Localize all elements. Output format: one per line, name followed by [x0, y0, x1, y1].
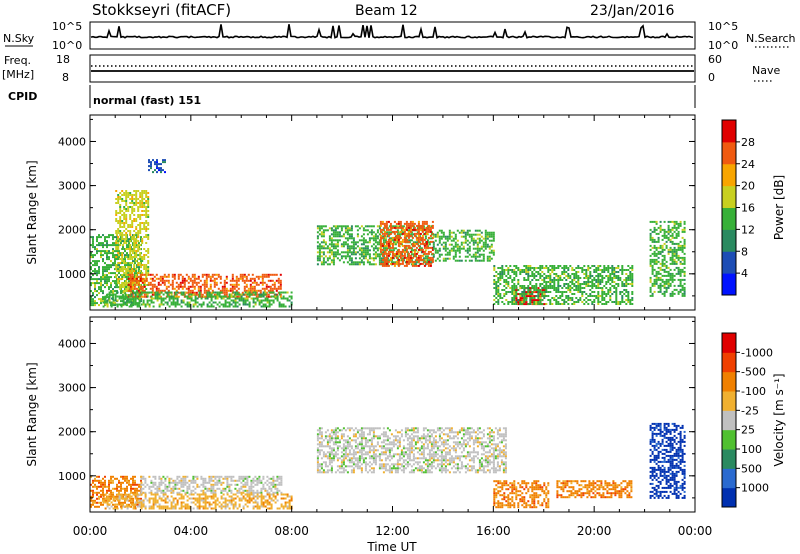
colorbar-tick-label: 24 — [741, 158, 755, 171]
date-title: 23/Jan/2016 — [590, 3, 675, 19]
nsky-label: N.Sky — [3, 32, 35, 45]
cpid-label: CPID — [8, 90, 37, 103]
colorbar-swatch — [722, 163, 736, 187]
colorbar-tick-label: 4 — [741, 267, 748, 280]
data-region — [316, 427, 507, 474]
colorbar-tick-label: 1000 — [741, 482, 769, 495]
station-title: Stokkseyri (fitACF) — [92, 1, 231, 19]
colorbar-tick-label: 16 — [741, 202, 755, 215]
colorbar-tick-label: 500 — [741, 462, 762, 475]
data-region — [432, 229, 495, 262]
data-region — [649, 220, 686, 297]
beam-title: Beam 12 — [355, 3, 418, 19]
colorbar-tick-label: 20 — [741, 180, 755, 193]
data-region — [115, 190, 150, 292]
colorbar-label: Power [dB] — [772, 175, 786, 240]
y-tick-label: 3000 — [58, 382, 86, 395]
colorbar-swatch — [722, 410, 736, 431]
colorbar-frame — [721, 332, 737, 508]
y-tick-label: 1000 — [58, 268, 86, 281]
data-region — [493, 480, 550, 509]
time-axis-label: Time UT — [366, 540, 417, 554]
freq-label-line1: Freq. — [4, 54, 31, 67]
colorbar-swatch — [722, 207, 736, 230]
nsky-tick-top-right: 10^5 — [708, 20, 738, 33]
colorbar-tick-label: -100 — [741, 385, 766, 398]
data-region — [493, 265, 634, 305]
colorbar-tick-label: -1000 — [741, 346, 773, 359]
colorbar-swatch — [722, 333, 736, 353]
data-region — [127, 273, 282, 298]
colorbar-tick-label: 100 — [741, 443, 762, 456]
colorbar-swatch — [722, 352, 736, 373]
freq-tick-bottom-left: 8 — [62, 71, 69, 84]
colorbar-swatch — [722, 141, 736, 165]
time-tick-label: 00:00 — [73, 524, 108, 538]
colorbar-swatch — [722, 120, 736, 143]
data-region — [102, 291, 293, 308]
y-tick-label: 1000 — [58, 470, 86, 483]
y-tick-label: 3000 — [58, 180, 86, 193]
y-tick-label: 2000 — [58, 224, 86, 237]
nsky-frame — [89, 21, 696, 50]
colorbar-swatch — [722, 251, 736, 274]
data-region — [148, 159, 166, 174]
colorbar-label: Velocity [m s⁻¹] — [772, 373, 786, 466]
freq-label-line2: [MHz] — [2, 68, 34, 81]
nsky-panel: N.Sky 10^5 10^0 10^5 10^0 N.Search — [3, 20, 796, 52]
cpid-text: normal (fast) 151 — [93, 94, 201, 107]
colorbar-swatch — [722, 185, 736, 208]
freq-panel: Freq. [MHz] 18 8 60 0 Nave — [2, 53, 780, 84]
colorbar-swatch — [722, 487, 736, 508]
colorbar-swatch — [722, 229, 736, 252]
power-panel: 1000 2000 3000 4000 Slant Range [km] 4 8 12 16 20… — [25, 114, 786, 311]
colorbar: 4 8 12 16 20 24 28 Power [dB] — [721, 119, 786, 296]
data-region — [140, 475, 283, 494]
colorbar: 1000 500 100 25 -25 -100 -500 -1000 Velocity [m … — [721, 332, 786, 508]
nsky-trace — [90, 24, 694, 39]
nsky-tick-top-left: 10^5 — [52, 20, 82, 33]
colorbar-swatch — [722, 429, 736, 450]
time-tick-label: 20:00 — [577, 524, 612, 538]
colorbar-tick-label: 28 — [741, 136, 755, 149]
colorbar-swatch — [722, 468, 736, 489]
colorbar-swatch — [722, 371, 736, 392]
colorbar-tick-label: 25 — [741, 424, 755, 437]
y-axis-label: Slant Range [km] — [25, 160, 39, 264]
y-tick-label: 4000 — [58, 135, 86, 148]
colorbar-tick-label: -25 — [741, 404, 759, 417]
colorbar-swatch — [722, 391, 736, 411]
time-tick-label: 08:00 — [274, 524, 309, 538]
time-tick-label: 16:00 — [476, 524, 511, 538]
colorbar-swatch — [722, 273, 736, 296]
nsky-tick-bottom-right: 10^0 — [708, 39, 738, 52]
freq-tick-bottom-right: 0 — [708, 71, 715, 84]
colorbar-tick-label: 12 — [741, 223, 755, 236]
time-axis: 00:00 04:00 08:00 12:00 16:00 20:00 00:00 — [73, 524, 713, 538]
colorbar-tick-label: -500 — [741, 366, 766, 379]
nsky-tick-bottom-left: 10^0 — [52, 39, 82, 52]
freq-tick-top-left: 18 — [56, 53, 70, 66]
nsearch-label: N.Search — [746, 32, 796, 45]
data-region — [102, 493, 293, 510]
data-region — [90, 475, 142, 508]
time-tick-label: 00:00 — [678, 524, 713, 538]
data-region — [649, 422, 686, 499]
data-region — [556, 480, 633, 499]
freq-tick-top-right: 60 — [708, 53, 722, 66]
freq-frame — [89, 54, 696, 83]
colorbar-tick-label: 8 — [741, 245, 748, 258]
y-axis-label: Slant Range [km] — [25, 362, 39, 466]
time-tick-label: 04:00 — [174, 524, 209, 538]
data-region — [379, 220, 434, 267]
y-tick-label: 2000 — [58, 426, 86, 439]
panel-frame — [89, 114, 696, 311]
colorbar-swatch — [722, 449, 736, 469]
time-tick-label: 12:00 — [375, 524, 410, 538]
cpid-panel: CPID normal (fast) 151 — [8, 85, 696, 108]
nave-label: Nave — [752, 64, 780, 77]
y-tick-label: 4000 — [58, 337, 86, 350]
